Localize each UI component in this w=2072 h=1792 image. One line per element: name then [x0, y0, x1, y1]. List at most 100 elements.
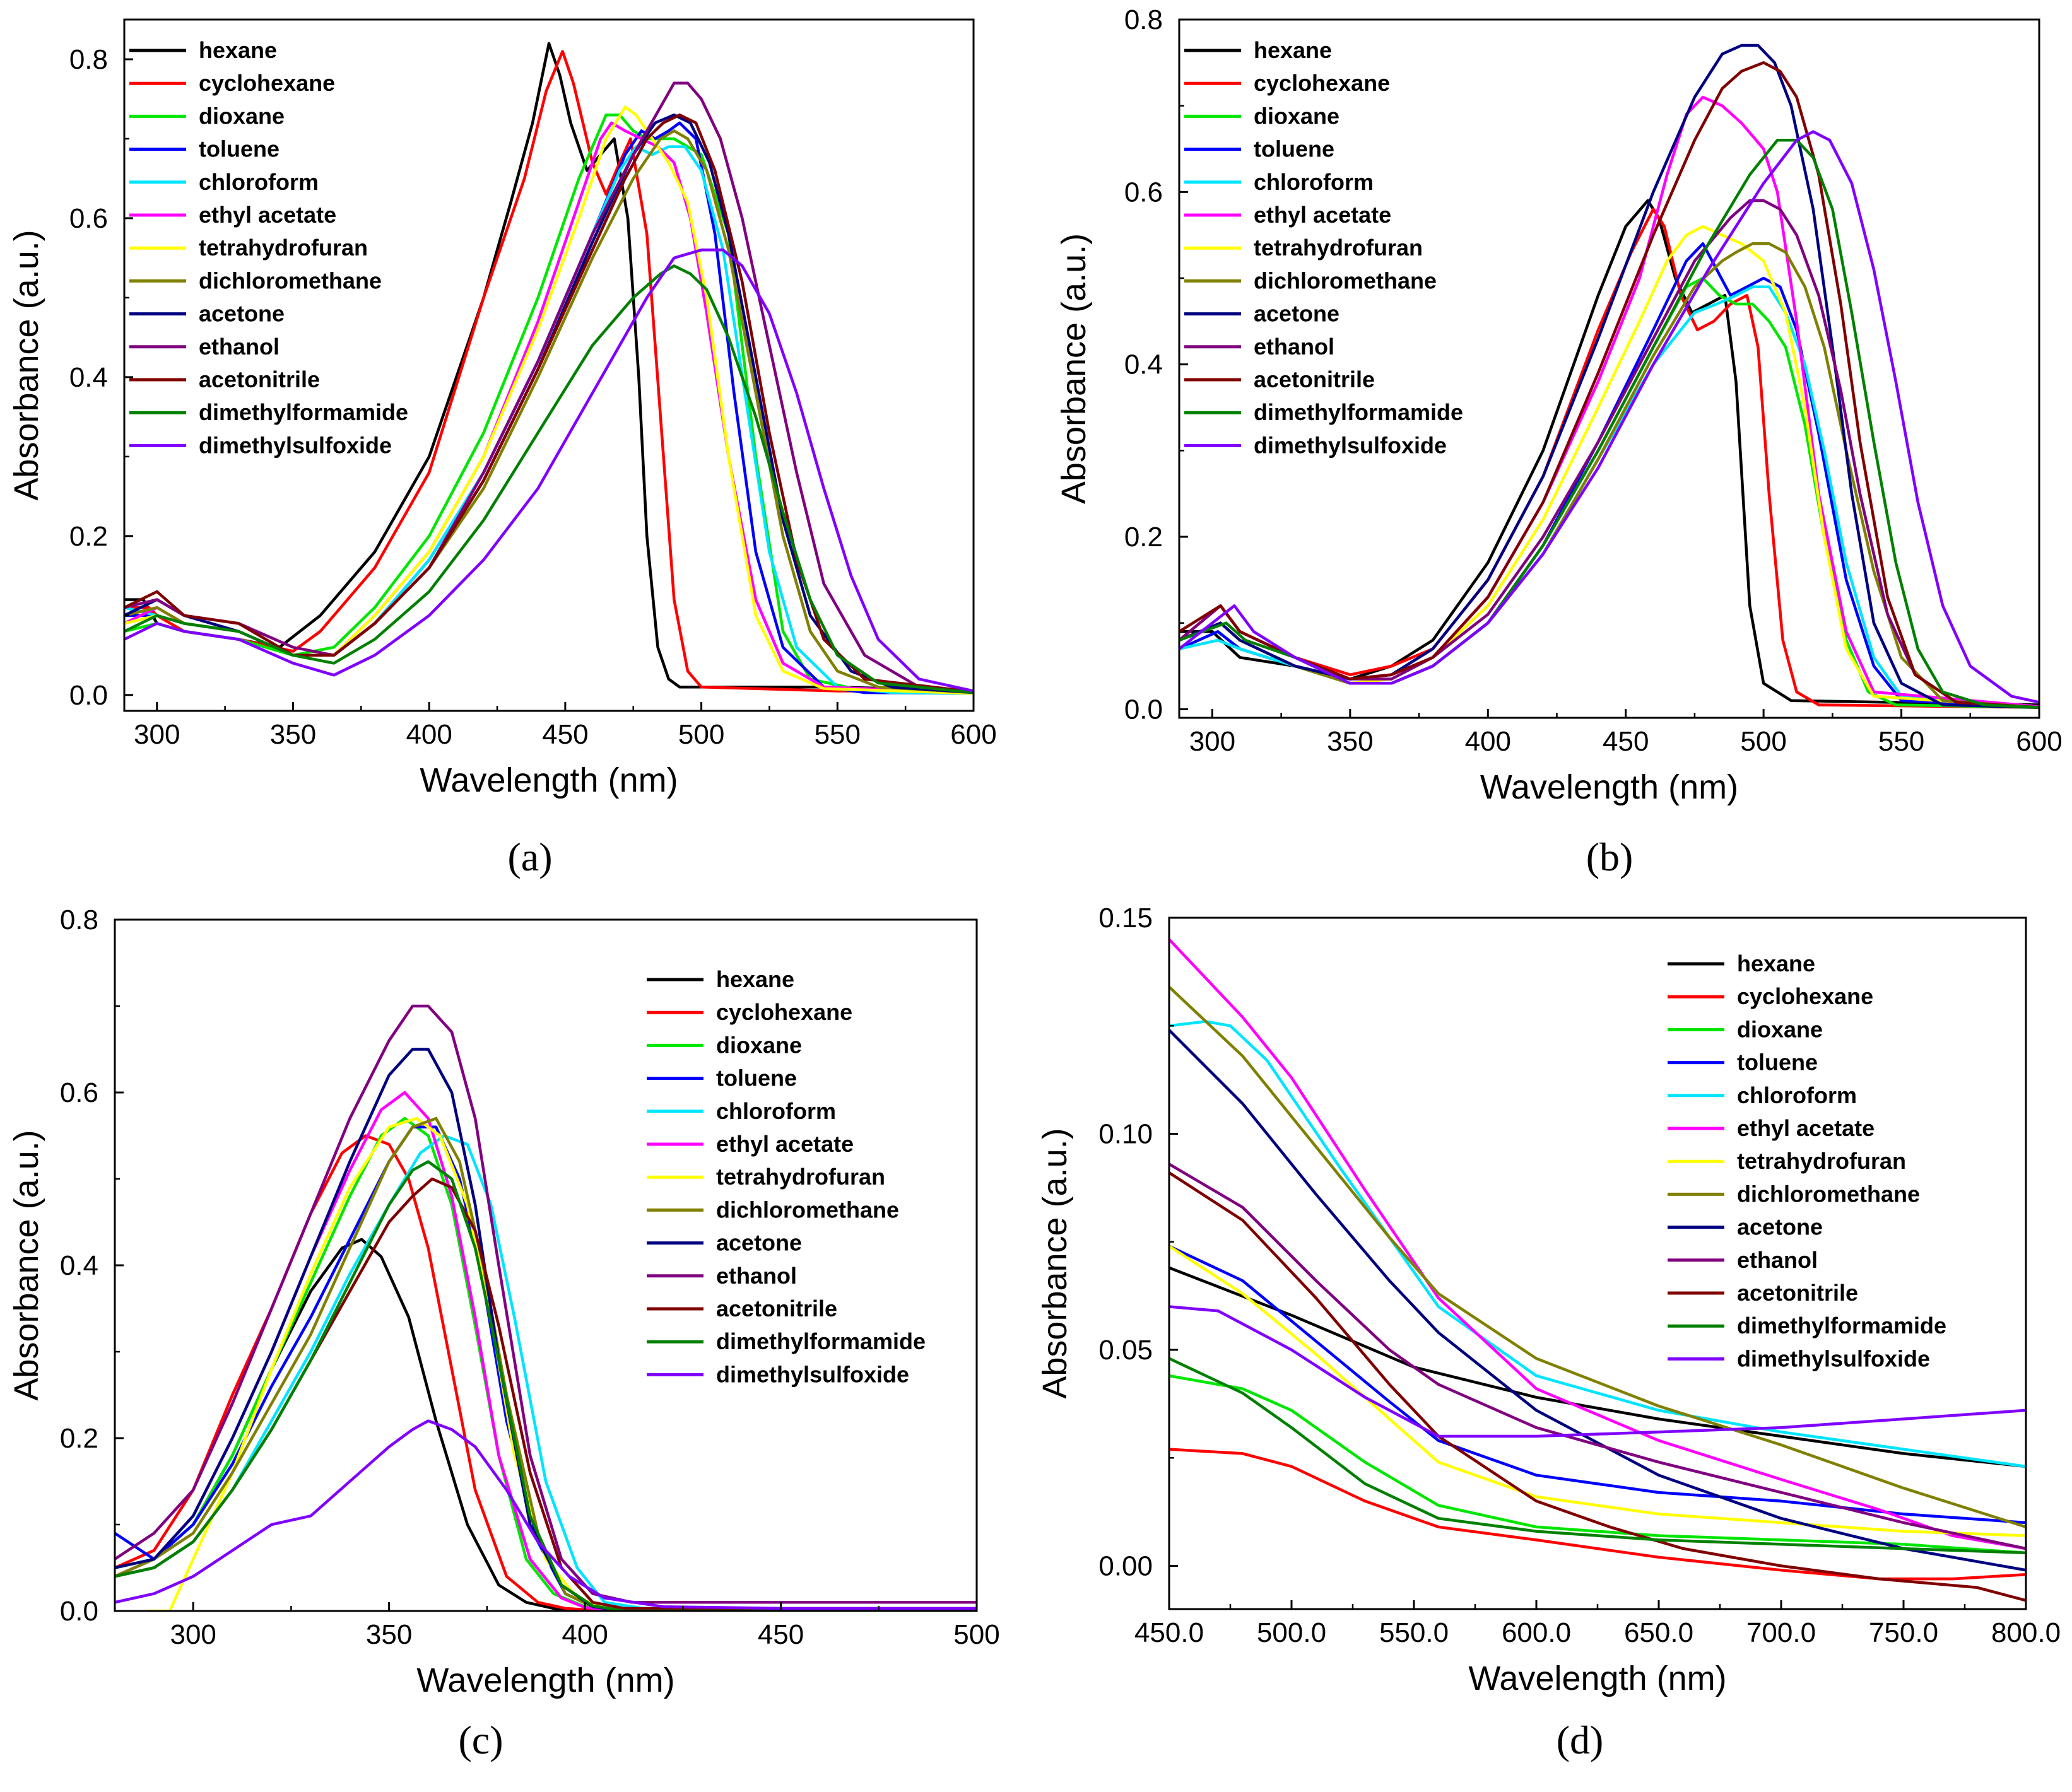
- y-tick-label: 0.6: [60, 1077, 98, 1108]
- x-tick-label: 700.0: [1746, 1617, 1816, 1648]
- legend-label: acetone: [1737, 1214, 1823, 1240]
- x-axis-title: Wavelength (nm): [420, 761, 678, 799]
- x-tick-label: 450: [1603, 726, 1649, 757]
- x-tick-label: 350: [270, 719, 316, 750]
- series-line-dimethylsulfoxide: [115, 1419, 977, 1610]
- series-group: [115, 1004, 977, 1611]
- x-tick-label: 600.0: [1502, 1617, 1571, 1648]
- x-tick-label: 450: [542, 719, 588, 750]
- series-line-acetonitrile: [1169, 1171, 2026, 1602]
- legend-label: ethanol: [1737, 1247, 1818, 1273]
- legend-label: dioxane: [1737, 1016, 1823, 1042]
- legend: hexane cyclohexane dioxane toluene chlorofor…: [1184, 37, 1463, 458]
- legend-label: dimethylsulfoxide: [199, 432, 392, 458]
- x-tick-label: 300: [134, 719, 180, 750]
- series-line-cyclohexane: [115, 1134, 977, 1611]
- legend-label: hexane: [1254, 37, 1332, 63]
- series-line-acetonitrile: [1179, 61, 2039, 709]
- legend-label: toluene: [199, 136, 280, 162]
- legend-label: cyclohexane: [199, 70, 335, 96]
- series-line-chloroform: [1169, 1020, 2026, 1468]
- legend-label: ethanol: [199, 334, 280, 360]
- chart-panel-b: 300 350 400 450 500 550 600 0.0 0.2 0.4 0.6 0.8 Wave…: [1055, 4, 2063, 806]
- series-group: [1169, 938, 2026, 1602]
- series-line-acetonitrile: [115, 1177, 977, 1611]
- x-tick-label: 300: [170, 1619, 216, 1650]
- legend-label: hexane: [716, 966, 794, 992]
- legend-label: ethanol: [1254, 334, 1334, 360]
- y-tick-label: 0.6: [1124, 177, 1163, 208]
- y-tick-label: 0.8: [60, 905, 98, 935]
- legend-label: dichloromethane: [1254, 267, 1437, 293]
- legend-label: acetonitrile: [1254, 366, 1375, 392]
- series-line-ethanol: [124, 81, 974, 693]
- x-tick-label: 500: [953, 1619, 999, 1650]
- chart-panel-d: 450.0 500.0 550.0 600.0 650.0 700.0 750.0 800.0…: [1036, 903, 2061, 1697]
- series-line-dimethylformamide: [124, 264, 974, 694]
- x-tick-label: 350: [1327, 726, 1373, 757]
- legend-label: toluene: [1254, 136, 1334, 162]
- x-tick-label: 600: [2016, 726, 2062, 757]
- series-line-dichloromethane: [115, 1116, 977, 1611]
- legend-label: acetonitrile: [199, 366, 320, 392]
- x-axis-title: Wavelength (nm): [1468, 1660, 1726, 1697]
- series-group: [1179, 44, 2039, 709]
- y-tick-label: 0.2: [60, 1423, 98, 1454]
- legend-label: toluene: [716, 1065, 797, 1091]
- legend-label: dimethylsulfoxide: [1737, 1345, 1930, 1371]
- legend-label: chloroform: [716, 1098, 836, 1124]
- y-tick-label: 0.05: [1098, 1335, 1153, 1366]
- panel-label-b: (b): [1586, 835, 1633, 879]
- legend-label: hexane: [199, 37, 277, 63]
- legend: hexane cyclohexane dioxane toluene chlorofor…: [1668, 951, 1946, 1371]
- x-tick-label: 450.0: [1134, 1617, 1204, 1648]
- x-tick-label: 750.0: [1869, 1617, 1938, 1648]
- series-line-ethyl-acetate: [1169, 938, 2026, 1550]
- y-tick-label: 0.0: [60, 1596, 98, 1627]
- x-tick-label: 400: [1465, 726, 1511, 757]
- series-line-ethanol: [115, 1004, 977, 1604]
- legend: hexane cyclohexane dioxane toluene chlorofor…: [129, 37, 408, 458]
- x-tick-label: 550.0: [1379, 1617, 1449, 1648]
- y-axis-title: Absorbance (a.u.): [8, 230, 45, 500]
- legend-label: chloroform: [1737, 1082, 1857, 1108]
- legend-label: dimethylsulfoxide: [1254, 432, 1447, 458]
- x-tick-label: 450: [758, 1619, 804, 1650]
- legend-label: ethyl acetate: [1254, 202, 1391, 228]
- legend-label: tetrahydrofuran: [1737, 1148, 1906, 1174]
- y-tick-label: 0.4: [60, 1250, 98, 1281]
- x-tick-label: 300: [1189, 726, 1235, 757]
- legend-label: tetrahydrofuran: [199, 235, 368, 261]
- legend-label: tetrahydrofuran: [716, 1164, 885, 1190]
- x-tick-label: 650.0: [1624, 1617, 1693, 1648]
- y-tick-label: 0.2: [69, 521, 108, 552]
- legend-label: dimethylformamide: [1254, 399, 1463, 425]
- y-tick-label: 0.15: [1098, 903, 1153, 934]
- x-tick-label: 400: [406, 719, 452, 750]
- x-axis-title: Wavelength (nm): [416, 1661, 674, 1699]
- legend-label: dichloromethane: [199, 267, 382, 293]
- legend-label: cyclohexane: [716, 999, 852, 1025]
- x-tick-label: 800.0: [1991, 1617, 2061, 1648]
- legend-label: acetonitrile: [1737, 1280, 1858, 1306]
- legend-label: dioxane: [1254, 103, 1339, 129]
- legend-label: chloroform: [199, 169, 319, 195]
- x-tick-label: 550: [1878, 726, 1924, 757]
- legend-label: acetone: [1254, 301, 1339, 327]
- series-line-hexane: [1169, 1266, 2026, 1468]
- legend-label: tetrahydrofuran: [1254, 235, 1423, 261]
- plot-frame: [1178, 18, 2040, 719]
- x-axis-title: Wavelength (nm): [1480, 768, 1738, 806]
- series-line-dichloromethane: [1169, 985, 2026, 1529]
- legend-label: acetonitrile: [716, 1296, 837, 1321]
- legend-label: cyclohexane: [1254, 70, 1390, 96]
- series-line-dimethylsulfoxide: [1169, 1305, 2026, 1438]
- legend-label: chloroform: [1254, 169, 1374, 195]
- y-tick-label: 0.2: [1124, 522, 1163, 553]
- series-line-acetone: [1169, 1028, 2026, 1572]
- y-tick-label: 0.0: [69, 680, 108, 711]
- series-line-acetonitrile: [124, 113, 974, 694]
- y-tick-label: 0.8: [1124, 4, 1163, 35]
- series-line-dimethylsulfoxide: [1179, 130, 2039, 704]
